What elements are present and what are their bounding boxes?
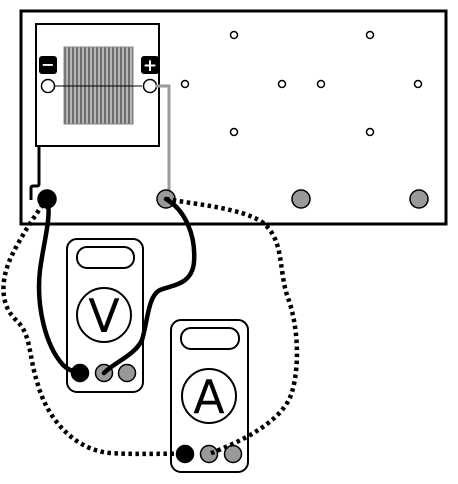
wire-negative-to-voltmeter[interactable] [36,196,83,376]
positive-terminal-badge [141,56,159,74]
negative-terminal-badge [39,56,57,74]
internal-positive-lead [156,84,171,199]
board-terminal-3[interactable] [291,189,311,209]
ammeter-symbol: A [193,370,225,424]
voltmeter-a-jack[interactable] [117,363,137,383]
hole [277,79,287,89]
hole [365,30,375,40]
internal-negative-lead [29,146,41,200]
hole [365,127,375,137]
board-terminal-4[interactable] [409,189,429,209]
voltmeter-dial [76,287,132,343]
voltmeter-display [76,246,135,269]
hole [229,127,239,137]
cell-positive-terminal[interactable] [142,78,158,94]
ammeter[interactable]: A [170,319,249,473]
hole [229,30,239,40]
hole [316,79,326,89]
voltmeter[interactable]: V [66,238,144,393]
hole [413,79,423,89]
ammeter-dial [181,368,237,424]
hole [180,79,190,89]
wire-positive-to-voltmeter[interactable] [101,196,197,376]
wire-negative-to-ammeter[interactable] [1,197,186,457]
mounting-holes [180,30,423,137]
ammeter-display [180,327,240,350]
voltmeter-symbol: V [88,289,120,343]
ammeter-v-jack[interactable] [199,444,219,464]
cell-negative-terminal[interactable] [40,78,56,94]
positive-terminal-label: + [143,56,157,76]
negative-terminal-label: − [41,55,54,74]
